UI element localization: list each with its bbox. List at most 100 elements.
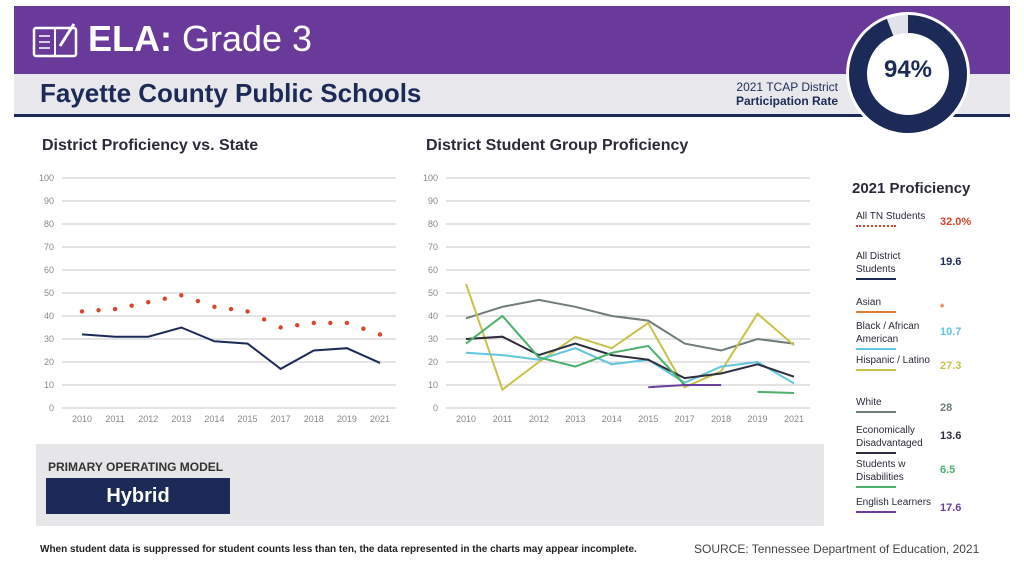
x-tick-label: 2018 xyxy=(304,414,324,424)
legend-item-value: 27.3 xyxy=(940,360,962,372)
x-tick-label: 2014 xyxy=(602,414,622,424)
legend-item-value: 10.7 xyxy=(940,326,962,338)
legend-swatch xyxy=(856,486,896,488)
legend-item-label: White xyxy=(856,397,882,408)
x-tick-label: 2019 xyxy=(337,414,357,424)
y-tick-label: 60 xyxy=(428,265,438,275)
series-point-state xyxy=(311,320,316,326)
legend-item-label: English Learners xyxy=(856,497,932,508)
legend-item-label: All TN Students xyxy=(856,211,926,222)
legend-item-value: 32.0% xyxy=(940,216,972,228)
x-tick-label: 2021 xyxy=(370,414,390,424)
y-tick-label: 0 xyxy=(49,403,54,413)
legend-item: Black / African American xyxy=(856,320,936,350)
legend-item: Asian xyxy=(856,296,936,313)
legend-swatch xyxy=(856,225,896,227)
legend-item-label: All District Students xyxy=(856,251,901,275)
legend-swatch xyxy=(856,369,896,371)
series-line-white xyxy=(465,298,795,352)
legend-item: All TN Students xyxy=(856,210,936,227)
legend-item-value: * xyxy=(940,302,945,314)
legend-swatch xyxy=(856,311,896,313)
legend-item-label: Asian xyxy=(856,297,882,308)
y-tick-label: 0 xyxy=(433,403,438,413)
report-card: ELA: Grade 3 Fayette County Public Schoo… xyxy=(14,6,1010,568)
series-point-state xyxy=(245,309,250,314)
x-tick-label: 2012 xyxy=(138,414,158,424)
y-tick-label: 100 xyxy=(423,173,438,183)
x-tick-label: 2013 xyxy=(171,414,191,424)
y-tick-label: 40 xyxy=(428,311,438,321)
legend-item-value: 28 xyxy=(940,402,953,414)
legend-item-value: 6.5 xyxy=(940,464,956,476)
series-point-state xyxy=(146,300,151,305)
legend-item: Students w Disabilities xyxy=(856,458,936,488)
chart-title-groups: District Student Group Proficiency xyxy=(426,137,689,154)
series-line-econ xyxy=(465,335,795,380)
y-tick-label: 90 xyxy=(428,196,438,206)
series-line-el xyxy=(648,384,722,389)
book-pencil-icon xyxy=(32,23,78,58)
y-tick-label: 10 xyxy=(44,380,54,390)
x-tick-label: 2014 xyxy=(204,414,224,424)
participation-donut xyxy=(846,12,970,136)
series-line-district xyxy=(81,326,381,371)
y-tick-label: 70 xyxy=(44,242,54,252)
x-tick-label: 2011 xyxy=(105,414,124,424)
series-point-state xyxy=(96,308,101,313)
series-point-state xyxy=(112,306,118,312)
series-line-hispanic xyxy=(465,283,795,392)
legend-item-value: 17.6 xyxy=(940,502,962,514)
participation-label-bold: Participation Rate xyxy=(735,94,838,108)
x-tick-label: 2019 xyxy=(748,414,768,424)
student-group-chart: 0 10 20 30 40 50 60 70 80 90 100 2010 2011 2012 2013 20… xyxy=(423,173,810,424)
legend-item: All District Students xyxy=(856,250,936,280)
legend-item-value: 13.6 xyxy=(940,430,962,442)
footer-source: SOURCE: Tennessee Department of Educatio… xyxy=(694,542,980,556)
series-point-state xyxy=(212,304,217,309)
series-line-black xyxy=(465,347,795,385)
legend-swatch xyxy=(856,452,896,454)
y-tick-label: 50 xyxy=(44,288,54,298)
series-point-state xyxy=(295,323,300,328)
x-tick-label: 2012 xyxy=(529,414,549,424)
y-tick-label: 90 xyxy=(44,196,54,206)
legend-item: Hispanic / Latino xyxy=(856,354,936,371)
series-point-state xyxy=(261,317,267,322)
district-vs-state-chart: 0 10 20 30 40 50 60 70 80 90 100 2010 2011 2012 2013 20… xyxy=(39,173,396,424)
series-point-state xyxy=(328,320,333,326)
series-point-state xyxy=(195,298,201,304)
y-tick-label: 30 xyxy=(44,334,54,344)
legend-item-label: Black / African American xyxy=(856,321,920,345)
footer-note: When student data is suppressed for stud… xyxy=(40,544,637,555)
legend-item: White xyxy=(856,396,936,413)
series-line-swd xyxy=(465,314,686,386)
legend-swatch xyxy=(856,348,896,350)
series-point-state xyxy=(377,332,383,337)
y-tick-label: 20 xyxy=(428,357,438,367)
legend-item-label: Economically Disadvantaged xyxy=(856,425,923,449)
series-point-state xyxy=(179,293,184,298)
series-point-state xyxy=(228,306,234,312)
x-tick-label: 2017 xyxy=(271,414,291,424)
legend-item: Economically Disadvantaged xyxy=(856,424,936,454)
series-point-state xyxy=(361,326,366,331)
x-tick-label: 2010 xyxy=(72,414,92,424)
x-tick-label: 2021 xyxy=(784,414,804,424)
x-tick-label: 2010 xyxy=(456,414,476,424)
y-tick-label: 10 xyxy=(428,380,438,390)
legend-item-value: 19.6 xyxy=(940,256,962,268)
legend-item-label: Students w Disabilities xyxy=(856,459,906,483)
series-point-state xyxy=(344,320,350,326)
y-tick-label: 100 xyxy=(39,173,54,183)
operating-model-value: Hybrid xyxy=(46,478,230,514)
district-bar xyxy=(14,74,1010,117)
y-tick-label: 70 xyxy=(428,242,438,252)
x-tick-label: 2013 xyxy=(565,414,585,424)
legend-swatch xyxy=(856,278,896,280)
legend-title: 2021 Proficiency xyxy=(852,180,971,197)
header-bar: ELA: Grade 3 xyxy=(14,6,1010,74)
chart-title-district: District Proficiency vs. State xyxy=(42,137,259,154)
legend-swatch xyxy=(856,411,896,413)
participation-rate: 94% xyxy=(883,56,933,83)
